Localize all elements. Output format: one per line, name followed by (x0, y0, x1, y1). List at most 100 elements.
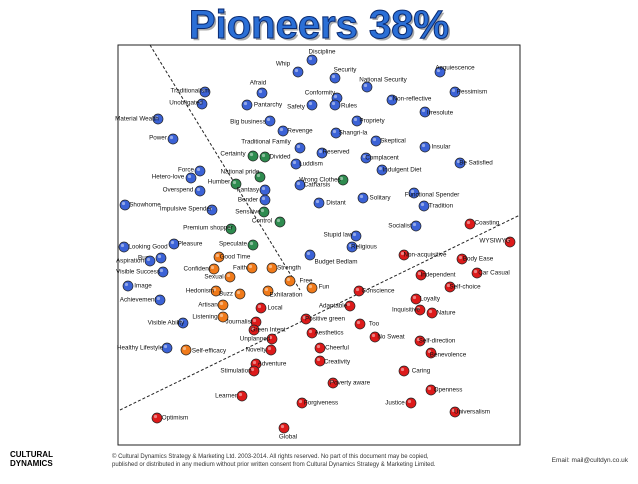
node-dot (471, 267, 483, 279)
node-shine (306, 251, 311, 256)
node-label: Control (252, 218, 272, 225)
node-shine (201, 88, 206, 93)
node-shine (154, 115, 159, 120)
node-shine (153, 414, 158, 419)
node-dot (151, 412, 163, 424)
node-dot (454, 157, 466, 169)
node-label: Aesthetics (314, 330, 343, 337)
node-dot (314, 342, 326, 354)
email: Email: mail@cultdyn.co.uk (552, 457, 629, 464)
node-label: Non-acquisitive (403, 252, 447, 259)
node-shine (456, 159, 461, 164)
node-dot (410, 220, 422, 232)
node-label: Insular (432, 144, 451, 151)
node-label: Premium shopper (183, 225, 233, 232)
node-shine (227, 225, 232, 230)
node-shine (458, 255, 463, 260)
node-label: Revenge (287, 128, 313, 135)
node-label: Strength (277, 265, 301, 272)
node-dot (224, 271, 236, 283)
node-shine (219, 301, 224, 306)
node-dot (351, 115, 363, 127)
node-label: WYSIWYG (479, 238, 510, 245)
node-dot (155, 252, 167, 264)
node-dot (360, 152, 372, 164)
node-shine (362, 154, 367, 159)
node-dot (284, 275, 296, 287)
node-dot (278, 422, 290, 434)
node-dot (369, 331, 381, 343)
node-dot (370, 135, 382, 147)
node-dot (225, 223, 237, 235)
node-shine (410, 189, 415, 194)
copyright: published or distributed in any medium w… (112, 462, 436, 468)
node-dot (329, 72, 341, 84)
node-shine (466, 220, 471, 225)
node-shine (146, 257, 151, 262)
node-label: Novelty (246, 347, 268, 354)
node-shine (473, 269, 478, 274)
node-label: Universalism (454, 409, 490, 416)
node-shine (256, 173, 261, 178)
node-shine (292, 160, 297, 165)
node-dot (167, 133, 179, 145)
node-dot (306, 327, 318, 339)
node-label: No Sweat (377, 334, 405, 341)
node-dot (425, 384, 437, 396)
node-dot (259, 184, 271, 196)
node-label: Visible Success (116, 269, 160, 276)
node-label: Healthy Lifestyle (117, 345, 164, 352)
node-dot (464, 218, 476, 230)
node-dot (410, 293, 422, 305)
node-shine (412, 295, 417, 300)
node-dot (376, 164, 388, 176)
node-label: Aspiration (116, 258, 144, 265)
node-dot (398, 365, 410, 377)
node-shine (286, 277, 291, 282)
node-dot (247, 239, 259, 251)
node-dot (426, 307, 438, 319)
node-dot (199, 86, 211, 98)
node-dot (241, 99, 253, 111)
node-dot (259, 151, 271, 163)
node-dot (419, 141, 431, 153)
node-dot (296, 397, 308, 409)
logo: CULTURAL (10, 450, 53, 459)
node-dot (168, 238, 180, 250)
node-label: Safety (287, 104, 306, 111)
node-label: Optimism (162, 415, 189, 422)
node-shine (170, 240, 175, 245)
node-shine (318, 149, 323, 154)
node-label: Loyalty (420, 296, 441, 303)
divider (149, 44, 301, 291)
node-shine (196, 187, 201, 192)
node-label: Listening (192, 314, 218, 321)
node-label: Humber (208, 179, 230, 186)
node-label: Non-reflective (393, 96, 432, 103)
node-label: Buzz (219, 291, 233, 298)
node-label: Positive green (305, 316, 345, 323)
node-dot (330, 127, 342, 139)
node-dot (274, 216, 286, 228)
node-dot (118, 241, 130, 253)
node-label: Shangri-la (339, 130, 368, 137)
node-shine (308, 56, 313, 61)
node-shine (121, 201, 126, 206)
node-shine (378, 166, 383, 171)
node-dot (414, 304, 426, 316)
node-shine (348, 243, 353, 248)
node-label: Fun (319, 284, 330, 291)
node-dot (290, 158, 302, 170)
node-shine (356, 320, 361, 325)
node-shine (212, 287, 217, 292)
node-label: Visible Ability (148, 320, 185, 327)
node-label: Self-choice (449, 284, 481, 291)
node-label: Whip (276, 61, 291, 68)
node-shine (257, 304, 262, 309)
node-label: Big business (230, 119, 266, 126)
node-label: Body Ease (463, 256, 494, 263)
node-label: Material Wealth (115, 116, 159, 123)
node-dot (177, 317, 189, 329)
node-dot (456, 253, 468, 265)
